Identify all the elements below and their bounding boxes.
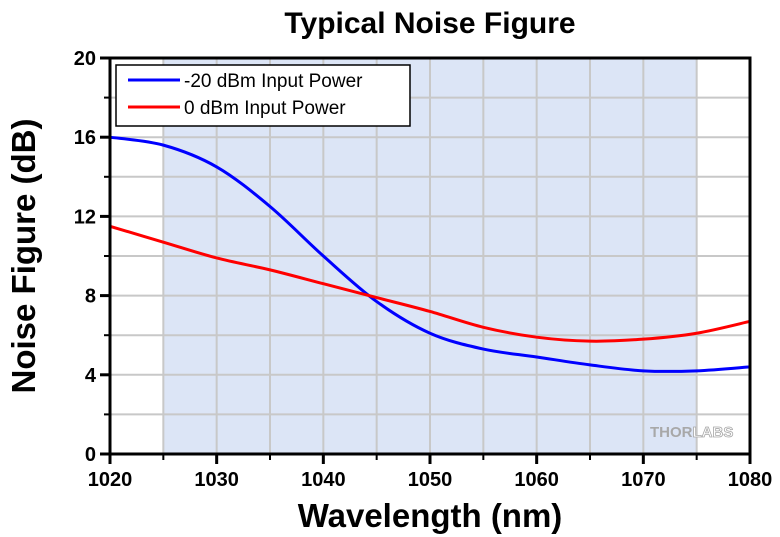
series-line-0 (109, 135, 751, 373)
svg-text:THORLABS: THORLABS (650, 424, 733, 441)
x-tick-label: 1060 (514, 469, 559, 491)
thorlabs-logo: THORLABS (650, 424, 734, 442)
x-axis-title: Wavelength (nm) (298, 497, 563, 534)
legend-box (115, 64, 411, 127)
x-tick-label: 1070 (621, 469, 666, 491)
logo-bold: THOR (650, 424, 693, 441)
chart-title: Typical Noise Figure (284, 7, 575, 40)
x-tick-label: 1080 (728, 469, 773, 491)
y-tick-label: 4 (85, 365, 97, 387)
legend-label-1: 0 dBm Input Power (184, 98, 346, 119)
x-tick-label: 1040 (301, 469, 346, 491)
logo-light: LABS (693, 424, 734, 441)
legend-label-0: -20 dBm Input Power (184, 71, 363, 92)
y-tick-label: 16 (74, 127, 96, 149)
y-axis-title: Noise Figure (dB) (5, 118, 42, 393)
y-tick-label: 12 (74, 206, 96, 228)
series-line-1 (109, 224, 751, 343)
y-tick-label: 8 (85, 286, 96, 308)
y-tick-label: 0 (85, 444, 96, 466)
x-tick-label: 1050 (408, 469, 453, 491)
plot-area: 1020 1030 1040 1050 1060 1070 1080 0 4 8 12 16 20 -20… (74, 48, 773, 491)
x-tick-label: 1020 (88, 469, 133, 491)
y-tick-label: 20 (74, 48, 96, 70)
x-tick-label: 1030 (194, 469, 239, 491)
